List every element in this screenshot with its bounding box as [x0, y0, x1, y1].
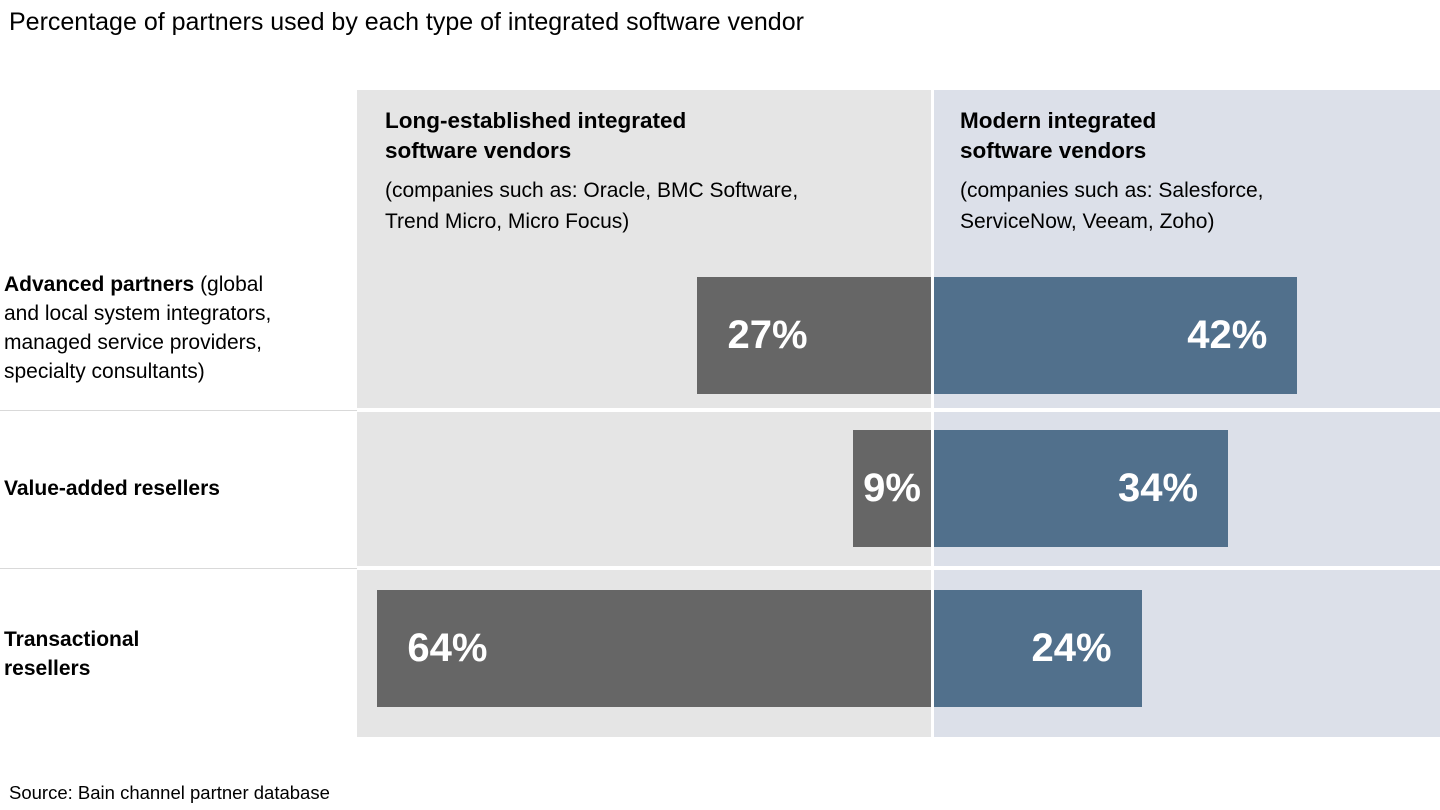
row-label-bold: Value-added resellers: [4, 477, 220, 500]
row-divider-label-2: [0, 568, 357, 569]
bar-value-label: 27%: [727, 313, 808, 357]
column-subtitle-modern: (companies such as: Salesforce, ServiceN…: [960, 179, 1264, 233]
row-divider-panel-1: [357, 408, 1440, 412]
row-label-bold: Advanced partners: [4, 273, 195, 296]
column-header-modern: Modern integrated software vendors (comp…: [960, 106, 1426, 237]
row-divider-label-1: [0, 410, 357, 411]
column-header-long-established: Long-established integrated software ven…: [385, 106, 915, 237]
column-subtitle-long-established: (companies such as: Oracle, BMC Software…: [385, 179, 799, 233]
column-title-modern: Modern integrated software vendors: [960, 108, 1157, 163]
row-label-1: Value-added resellers: [4, 474, 352, 503]
bar-value-label: 42%: [1187, 313, 1268, 357]
bar-long-established-row-1: 9%: [853, 430, 931, 547]
source-note: Source: Bain channel partner database: [9, 782, 330, 803]
bar-value-label: 9%: [863, 466, 921, 510]
row-label-0: Advanced partners (global and local syst…: [4, 270, 352, 386]
bar-value-label: 64%: [407, 626, 488, 670]
row-label-2: Transactional resellers: [4, 625, 352, 683]
bar-modern-row-1: 34%: [934, 430, 1229, 547]
row-label-rest: (global and local system integrators, ma…: [4, 273, 272, 383]
row-label-bold: Transactional resellers: [4, 628, 140, 680]
column-title-long-established: Long-established integrated software ven…: [385, 108, 687, 163]
bar-value-label: 24%: [1031, 626, 1112, 670]
bar-long-established-row-2: 64%: [377, 590, 931, 707]
chart-title: Percentage of partners used by each type…: [9, 8, 804, 36]
bar-modern-row-0: 42%: [934, 277, 1298, 394]
bar-long-established-row-0: 27%: [697, 277, 931, 394]
row-divider-panel-2: [357, 566, 1440, 570]
bar-value-label: 34%: [1118, 466, 1199, 510]
bar-modern-row-2: 24%: [934, 590, 1142, 707]
